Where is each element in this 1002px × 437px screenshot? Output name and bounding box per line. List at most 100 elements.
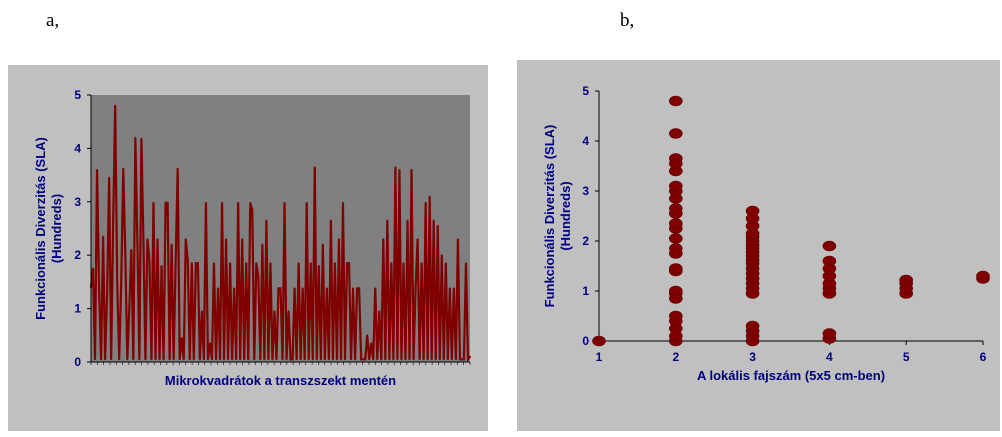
data-point-a xyxy=(265,219,268,222)
data-point-a xyxy=(394,166,397,168)
data-point-a xyxy=(287,310,290,313)
scatter-point-b xyxy=(822,255,837,267)
data-point-a xyxy=(315,358,318,361)
data-point-a xyxy=(277,287,280,290)
data-point-a xyxy=(467,358,469,361)
data-point-a xyxy=(247,358,250,361)
data-point-a xyxy=(225,238,227,241)
data-point-a xyxy=(166,201,169,204)
data-point-a xyxy=(364,358,367,361)
data-point-a xyxy=(116,281,119,283)
data-point-a xyxy=(301,287,304,290)
data-point-a xyxy=(283,201,286,204)
data-point-a xyxy=(408,358,411,361)
data-point-a xyxy=(202,358,205,361)
data-point-a xyxy=(150,358,153,361)
scatter-point-b xyxy=(899,274,914,286)
data-point-a xyxy=(154,358,157,361)
data-point-a xyxy=(98,286,100,289)
data-point-a xyxy=(207,358,209,361)
data-point-a xyxy=(196,262,199,265)
data-point-a xyxy=(136,238,139,241)
data-point-a xyxy=(289,358,292,361)
y-tick-label-b: 2 xyxy=(582,234,589,248)
scatter-point-b xyxy=(669,153,683,164)
data-point-a xyxy=(336,358,338,361)
data-point-a xyxy=(172,358,175,361)
data-point-a xyxy=(190,262,193,265)
data-point-a xyxy=(422,358,425,361)
data-point-a xyxy=(219,358,221,361)
data-point-a xyxy=(386,219,389,222)
data-point-a xyxy=(94,358,96,361)
data-point-a xyxy=(412,358,415,361)
data-point-a xyxy=(372,358,375,361)
data-point-a xyxy=(406,219,409,222)
y-tick-label-b: 5 xyxy=(582,84,589,98)
data-point-a xyxy=(112,219,115,222)
data-point-a xyxy=(162,358,165,361)
data-point-a xyxy=(188,358,191,361)
data-point-a xyxy=(251,208,254,211)
data-point-a xyxy=(241,238,244,241)
data-point-a xyxy=(142,238,145,241)
data-point-a xyxy=(198,358,201,361)
data-point-a xyxy=(205,201,207,204)
data-point-a xyxy=(200,310,203,313)
scatter-point-b xyxy=(822,240,837,252)
y-axis-title-line1-b: Funkcionális Diverzitás (SLA) xyxy=(542,125,557,308)
data-point-a xyxy=(426,358,429,361)
data-point-a xyxy=(396,358,399,361)
data-point-a xyxy=(378,310,381,313)
y-tick-label-a: 0 xyxy=(74,355,81,369)
scatter-point-b xyxy=(669,285,683,297)
data-point-a xyxy=(390,262,393,265)
scatter-point-b xyxy=(669,263,683,274)
data-point-a xyxy=(267,358,270,361)
data-point-a xyxy=(104,358,107,361)
data-point-a xyxy=(463,358,465,361)
data-point-a xyxy=(400,358,403,361)
data-point-a xyxy=(233,287,236,290)
data-point-a xyxy=(263,358,266,361)
data-point-a xyxy=(211,358,213,361)
data-point-a xyxy=(342,201,344,204)
data-point-a xyxy=(358,287,361,290)
data-point-a xyxy=(356,287,359,290)
data-point-a xyxy=(410,168,413,171)
data-point-a xyxy=(275,358,278,361)
data-point-a xyxy=(229,262,232,265)
data-point-a xyxy=(327,358,330,361)
data-point-a xyxy=(102,235,104,238)
data-point-a xyxy=(92,267,94,270)
data-point-a xyxy=(178,358,181,361)
panel-b-label: b, xyxy=(620,10,635,31)
scatter-point-b xyxy=(669,203,683,214)
scatter-point-b xyxy=(976,270,990,282)
data-point-a xyxy=(382,238,385,241)
data-point-a xyxy=(110,358,113,361)
data-point-a xyxy=(446,358,449,361)
data-point-a xyxy=(221,201,223,204)
data-point-a xyxy=(352,287,354,290)
scatter-point-b xyxy=(669,310,683,322)
data-point-a xyxy=(448,287,451,290)
y-tick-label-a: 5 xyxy=(74,88,81,102)
scatter-point-b xyxy=(669,233,683,244)
scatter-point-b xyxy=(822,328,837,339)
y-tick-label-a: 2 xyxy=(74,248,81,262)
scatter-point-b xyxy=(669,128,683,139)
data-point-a xyxy=(96,168,98,171)
y-axis-title-line1-a: Funkcionális Diverzitás (SLA) xyxy=(33,137,48,320)
data-point-a xyxy=(313,166,316,168)
data-point-a xyxy=(114,104,117,107)
data-point-a xyxy=(257,275,260,278)
chart-a-svg: 0 1 2 3 4 5 Mikrokvadrátok a transzszekt menté… xyxy=(33,88,471,388)
data-point-a xyxy=(434,358,437,361)
data-point-a xyxy=(126,358,129,361)
data-point-a xyxy=(184,238,187,241)
data-point-a xyxy=(223,358,225,361)
data-point-a xyxy=(182,358,185,361)
y-tick-label-b: 0 xyxy=(582,334,589,348)
data-point-a xyxy=(332,358,334,361)
